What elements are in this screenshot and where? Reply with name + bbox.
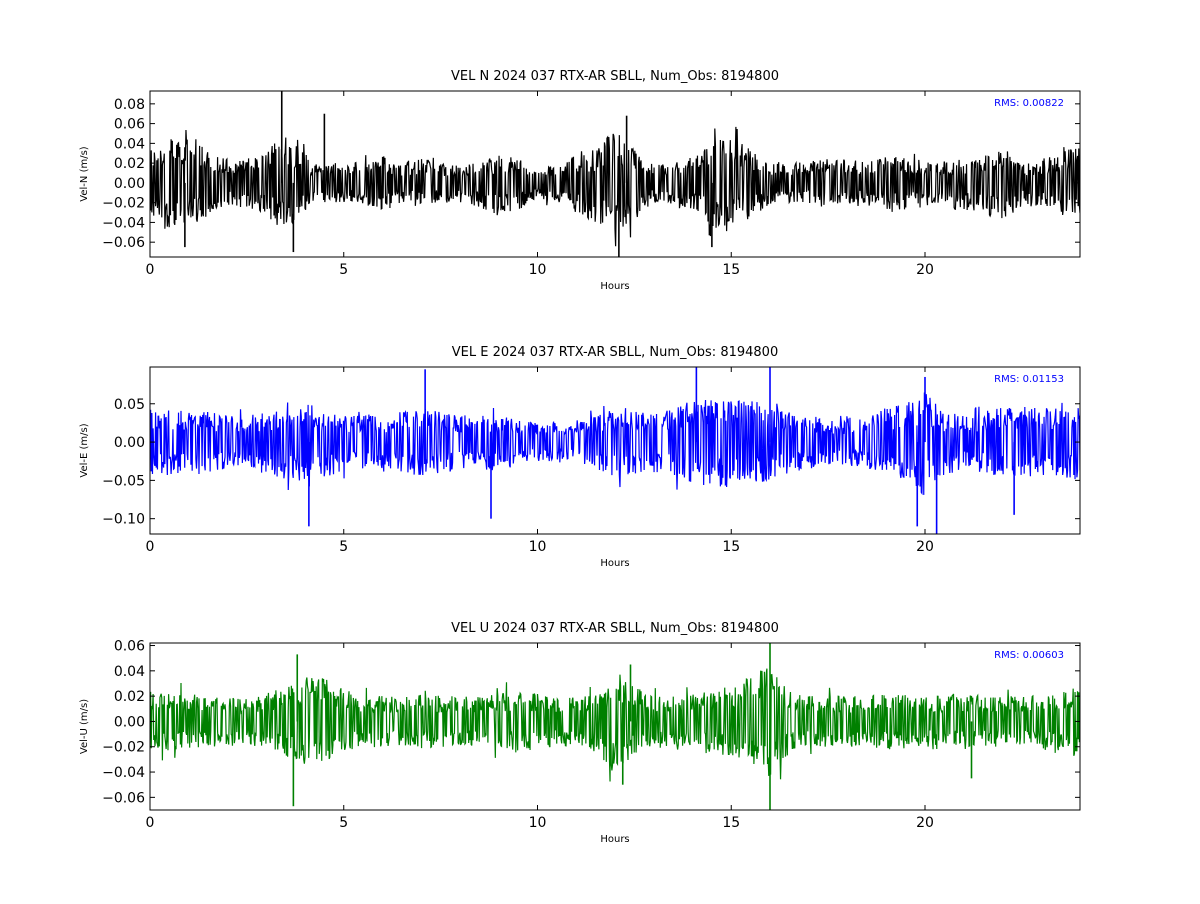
y-tick-label: 0.00 (114, 176, 145, 192)
y-tick-label: 0.00 (114, 714, 145, 730)
chart-panel-2: 0 5 10 15 20 −0.06 −0.04 −0.02 0.00 0.02 0.04 0.06 V… (79, 621, 1081, 845)
y-tick-label: −0.06 (102, 790, 145, 806)
chart-panel-0: 0 5 10 15 20 −0.06 −0.04 −0.02 0.00 0.02 0.04 0.06 0… (79, 69, 1081, 292)
plot-frame (149, 90, 1081, 258)
x-axis-label: Hours (600, 558, 629, 569)
y-axis-label: Vel-U (m/s) (79, 699, 90, 754)
chart-panel-1: 0 5 10 15 20 −0.10 −0.05 0.00 0.05 VEL E 2024 037… (79, 345, 1081, 569)
y-axis-label: Vel-N (m/s) (79, 146, 90, 201)
rms-annotation: RMS: 0.01153 (994, 374, 1064, 385)
x-tick-label: 0 (146, 539, 155, 555)
y-tick-label: 0.06 (114, 639, 145, 655)
y-tick-label: 0.04 (114, 136, 145, 152)
x-tick-label: 5 (339, 539, 348, 555)
y-tick-label: −0.02 (102, 740, 145, 756)
plot-frame (149, 366, 1081, 535)
y-tick-label: −0.04 (102, 765, 145, 781)
y-axis-label: Vel-E (m/s) (79, 423, 90, 477)
x-tick-label: 0 (146, 815, 155, 831)
chart-title: VEL N 2024 037 RTX-AR SBLL, Num_Obs: 819… (451, 69, 779, 84)
data-series-line (150, 668, 1080, 782)
y-tick-label: 0.02 (114, 689, 145, 705)
chart-title: VEL E 2024 037 RTX-AR SBLL, Num_Obs: 819… (452, 345, 778, 360)
y-tick-label: 0.00 (114, 435, 145, 451)
x-tick-label: 10 (529, 262, 547, 278)
x-tick-label: 15 (722, 262, 740, 278)
y-tick-label: −0.06 (102, 235, 145, 251)
rms-annotation: RMS: 0.00603 (994, 650, 1064, 661)
x-tick-label: 20 (916, 262, 934, 278)
y-tick-label: −0.05 (102, 473, 145, 489)
chart-title: VEL U 2024 037 RTX-AR SBLL, Num_Obs: 819… (451, 621, 779, 636)
y-tick-label: 0.08 (114, 97, 145, 113)
y-tick-label: 0.02 (114, 156, 145, 172)
y-tick-label: −0.10 (102, 512, 145, 528)
x-tick-label: 20 (916, 815, 934, 831)
x-tick-label: 0 (146, 262, 155, 278)
x-tick-label: 20 (916, 539, 934, 555)
y-tick-label: −0.04 (102, 215, 145, 231)
rms-annotation: RMS: 0.00822 (994, 98, 1064, 109)
x-tick-label: 15 (722, 539, 740, 555)
x-tick-label: 5 (339, 815, 348, 831)
data-series-line (150, 392, 1080, 496)
y-tick-label: 0.04 (114, 664, 145, 680)
data-series-line (150, 126, 1080, 247)
x-tick-label: 10 (529, 815, 547, 831)
x-axis-label: Hours (600, 834, 629, 845)
x-axis-label: Hours (600, 281, 629, 292)
y-tick-label: 0.05 (114, 397, 145, 413)
y-tick-label: −0.02 (102, 196, 145, 212)
y-tick-label: 0.06 (114, 117, 145, 133)
x-tick-label: 15 (722, 815, 740, 831)
plot-frame (149, 642, 1081, 811)
x-tick-label: 10 (529, 539, 547, 555)
x-tick-label: 5 (339, 262, 348, 278)
